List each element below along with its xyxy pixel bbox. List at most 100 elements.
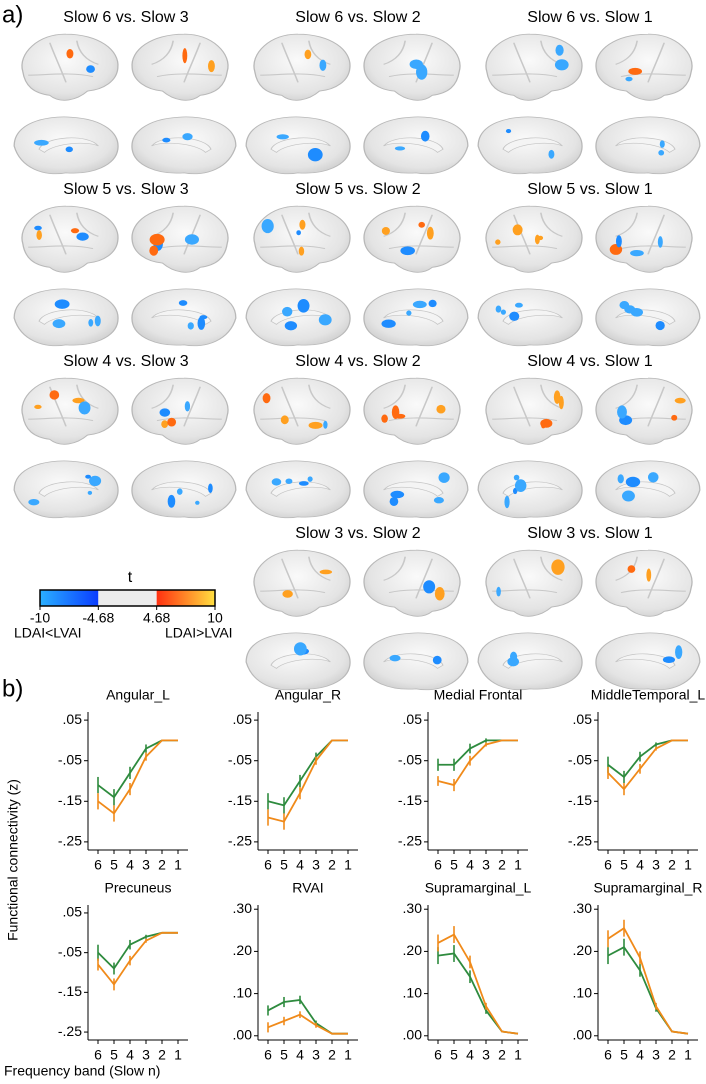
activation-blob	[323, 420, 328, 429]
x-tick-label: 6	[434, 1047, 442, 1063]
x-tick-label: 1	[344, 1047, 352, 1063]
brain-callosum	[383, 481, 444, 497]
y-tick-label: .10	[403, 984, 423, 1000]
brain-sulcus	[513, 42, 531, 83]
activation-blob	[619, 301, 630, 310]
x-tick-label: 1	[684, 1047, 692, 1063]
brain-sulcus	[415, 558, 433, 599]
brain-sulcus	[513, 214, 531, 255]
brain-sulcus	[28, 73, 94, 78]
x-tick-label: 5	[280, 1047, 288, 1063]
series-line	[267, 739, 348, 807]
brain-callosum	[270, 481, 331, 497]
brain-surface	[253, 377, 351, 445]
colorbar-segment	[40, 590, 99, 606]
brain-callosum	[151, 309, 212, 325]
activation-blob	[65, 146, 73, 153]
x-tick-label: 5	[450, 857, 458, 873]
y-tick-label: -.15	[58, 792, 82, 808]
y-tick-label: .05	[573, 711, 593, 727]
brain-surface	[595, 460, 701, 519]
activation-blob	[70, 228, 80, 234]
activation-blob	[184, 234, 200, 245]
brain-sulcus	[49, 386, 67, 427]
series-line	[607, 926, 689, 1035]
brain-view	[131, 377, 229, 445]
activation-blob	[34, 225, 42, 231]
x-tick-label: 2	[158, 857, 166, 873]
brain-view	[245, 288, 351, 347]
brain-surface	[131, 460, 237, 519]
map-title: Slow 4 vs. Slow 3	[63, 353, 188, 370]
activation-blob	[627, 565, 636, 573]
brain-view	[131, 116, 237, 175]
map-title: Slow 5 vs. Slow 2	[295, 181, 420, 198]
brain-sulcus	[647, 214, 665, 255]
brain-sulcus	[183, 386, 201, 427]
activation-blob	[76, 232, 89, 241]
activation-blob	[208, 483, 213, 494]
x-tick-label: 6	[264, 1047, 272, 1063]
activation-blob	[423, 580, 436, 594]
brain-sulcus	[260, 417, 326, 422]
brain-surface	[21, 377, 119, 445]
brain-surface	[131, 377, 229, 445]
activation-blob	[381, 319, 396, 328]
brain-surface	[485, 377, 583, 445]
map-title: Slow 6 vs. Slow 1	[527, 9, 652, 26]
brain-surface	[595, 116, 701, 175]
brain-view	[21, 205, 119, 273]
activation-blob	[78, 401, 91, 415]
activation-blob	[615, 235, 622, 248]
x-tick-label: 3	[312, 1047, 320, 1063]
brain-sulcus	[260, 73, 326, 78]
activation-blob	[504, 495, 510, 509]
map-title: Slow 3 vs. Slow 2	[295, 525, 420, 542]
brain-sulcus	[156, 417, 222, 422]
brain-sulcus	[647, 558, 665, 599]
y-tick-label: -.25	[58, 833, 82, 849]
map-title: Slow 6 vs. Slow 2	[295, 9, 420, 26]
activation-blob	[149, 233, 165, 246]
panel-label: a)	[2, 1, 23, 28]
brain-view	[485, 549, 583, 617]
activation-blob	[625, 476, 641, 488]
activation-blob	[88, 318, 94, 327]
x-tick-label: 6	[434, 857, 442, 873]
activation-blob	[428, 299, 437, 308]
activation-blob	[297, 298, 310, 313]
activation-blob	[617, 405, 627, 419]
activation-blob	[394, 413, 406, 419]
activation-blob	[54, 299, 70, 309]
activation-blob	[87, 490, 93, 495]
activation-blob	[426, 226, 434, 240]
colorbar-frame	[39, 589, 216, 607]
x-tick-label: 4	[126, 1047, 134, 1063]
activation-blob	[308, 421, 323, 429]
brain-view	[245, 460, 351, 519]
colorbar-title: t	[128, 569, 133, 586]
x-tick-label: 5	[450, 1047, 458, 1063]
activation-blob	[390, 490, 405, 499]
brain-surface	[13, 116, 119, 175]
activation-blob	[182, 48, 188, 64]
activation-blob	[298, 481, 309, 486]
brain-callosum	[502, 137, 563, 153]
activation-blob	[674, 397, 686, 404]
colorbar-segment	[156, 590, 215, 606]
activation-blob	[89, 475, 102, 487]
x-axis-label: Frequency band (Slow n)	[4, 1063, 160, 1079]
brain-callosum	[615, 309, 676, 325]
x-tick-label: 4	[296, 1047, 304, 1063]
brain-surface	[131, 288, 237, 347]
activation-blob	[276, 134, 289, 140]
brain-surface	[595, 632, 701, 691]
activation-blob	[658, 150, 665, 156]
activation-blob	[284, 321, 298, 331]
y-tick-label: -.25	[568, 833, 592, 849]
activation-blob	[381, 414, 388, 423]
x-tick-label: 5	[620, 857, 628, 873]
brain-view	[131, 205, 229, 273]
brain-surface	[21, 33, 119, 101]
brain-view	[363, 205, 461, 273]
